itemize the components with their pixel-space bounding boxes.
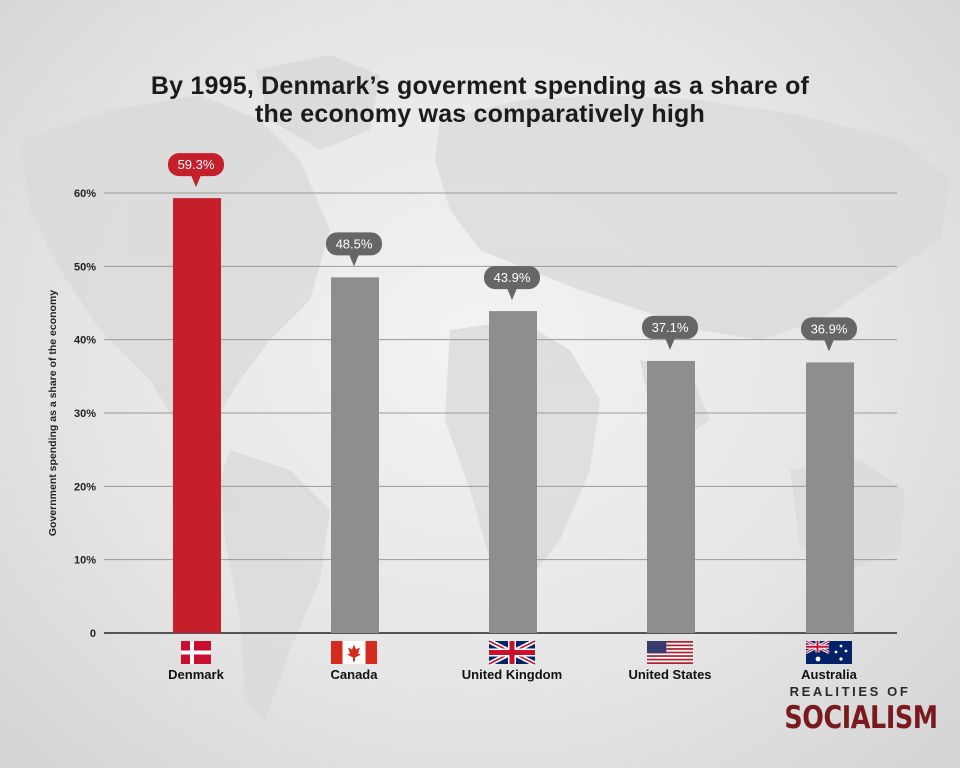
data-label: 37.1% <box>652 320 689 335</box>
callout-pointer <box>349 254 359 267</box>
value-callout: 36.9% <box>801 317 857 352</box>
bar-canada <box>331 277 379 633</box>
y-tick-label: 60% <box>74 188 96 200</box>
value-callout: 48.5% <box>326 232 382 267</box>
chart-title-line-2: the economy was comparatively high <box>255 100 705 128</box>
bar-australia <box>806 362 854 633</box>
y-axis-title: Government spending as a share of the ec… <box>47 290 59 536</box>
data-label: 43.9% <box>494 270 531 285</box>
realities-of-socialism-logo: REALITIES OF SOCIALISM <box>770 684 938 736</box>
denmark-flag-icon <box>181 641 211 664</box>
callout-bubble <box>801 317 857 341</box>
callout-bubble <box>326 232 382 256</box>
x-tick-label: Canada <box>331 667 379 682</box>
x-tick-label: Australia <box>801 667 857 682</box>
bar-united-states <box>647 360 695 633</box>
australia-flag-icon <box>805 639 852 664</box>
callout-bubble <box>484 266 540 290</box>
chart-title-line-1: By 1995, Denmark’s goverment spending as… <box>150 72 810 100</box>
value-callout: 43.9% <box>484 266 540 301</box>
y-tick-label: 30% <box>74 408 96 420</box>
data-label: 36.9% <box>811 321 848 336</box>
x-tick-label: United Kingdom <box>462 667 562 682</box>
value-callout: 37.1% <box>642 315 698 350</box>
callout-bubble <box>642 315 698 339</box>
callout-bubble <box>168 153 224 177</box>
y-tick-label: 0 <box>90 628 96 640</box>
chart-title: By 1995, Denmark’s goverment spending as… <box>0 72 960 128</box>
callout-pointer <box>824 339 834 352</box>
callout-pointer <box>665 337 675 350</box>
x-tick-label: Denmark <box>168 667 224 682</box>
data-label: 48.5% <box>336 236 373 251</box>
callout-pointer <box>507 288 517 301</box>
data-label: 59.3% <box>178 157 215 172</box>
value-callout: 59.3% <box>168 153 224 188</box>
brand-top-text: REALITIES OF <box>789 684 911 699</box>
canada-flag-icon <box>331 641 377 664</box>
y-tick-label: 40% <box>74 335 96 347</box>
y-tick-label: 10% <box>74 555 96 567</box>
bar-denmark <box>173 198 221 633</box>
uk-flag-icon <box>487 638 537 667</box>
bar-united-kingdom <box>489 311 537 633</box>
x-tick-label: United States <box>628 667 711 682</box>
brand-main-text: SOCIALISM <box>784 700 938 736</box>
callout-pointer <box>191 175 201 188</box>
us-flag-icon <box>647 641 693 664</box>
y-tick-label: 20% <box>74 481 96 493</box>
y-tick-label: 50% <box>74 261 96 273</box>
